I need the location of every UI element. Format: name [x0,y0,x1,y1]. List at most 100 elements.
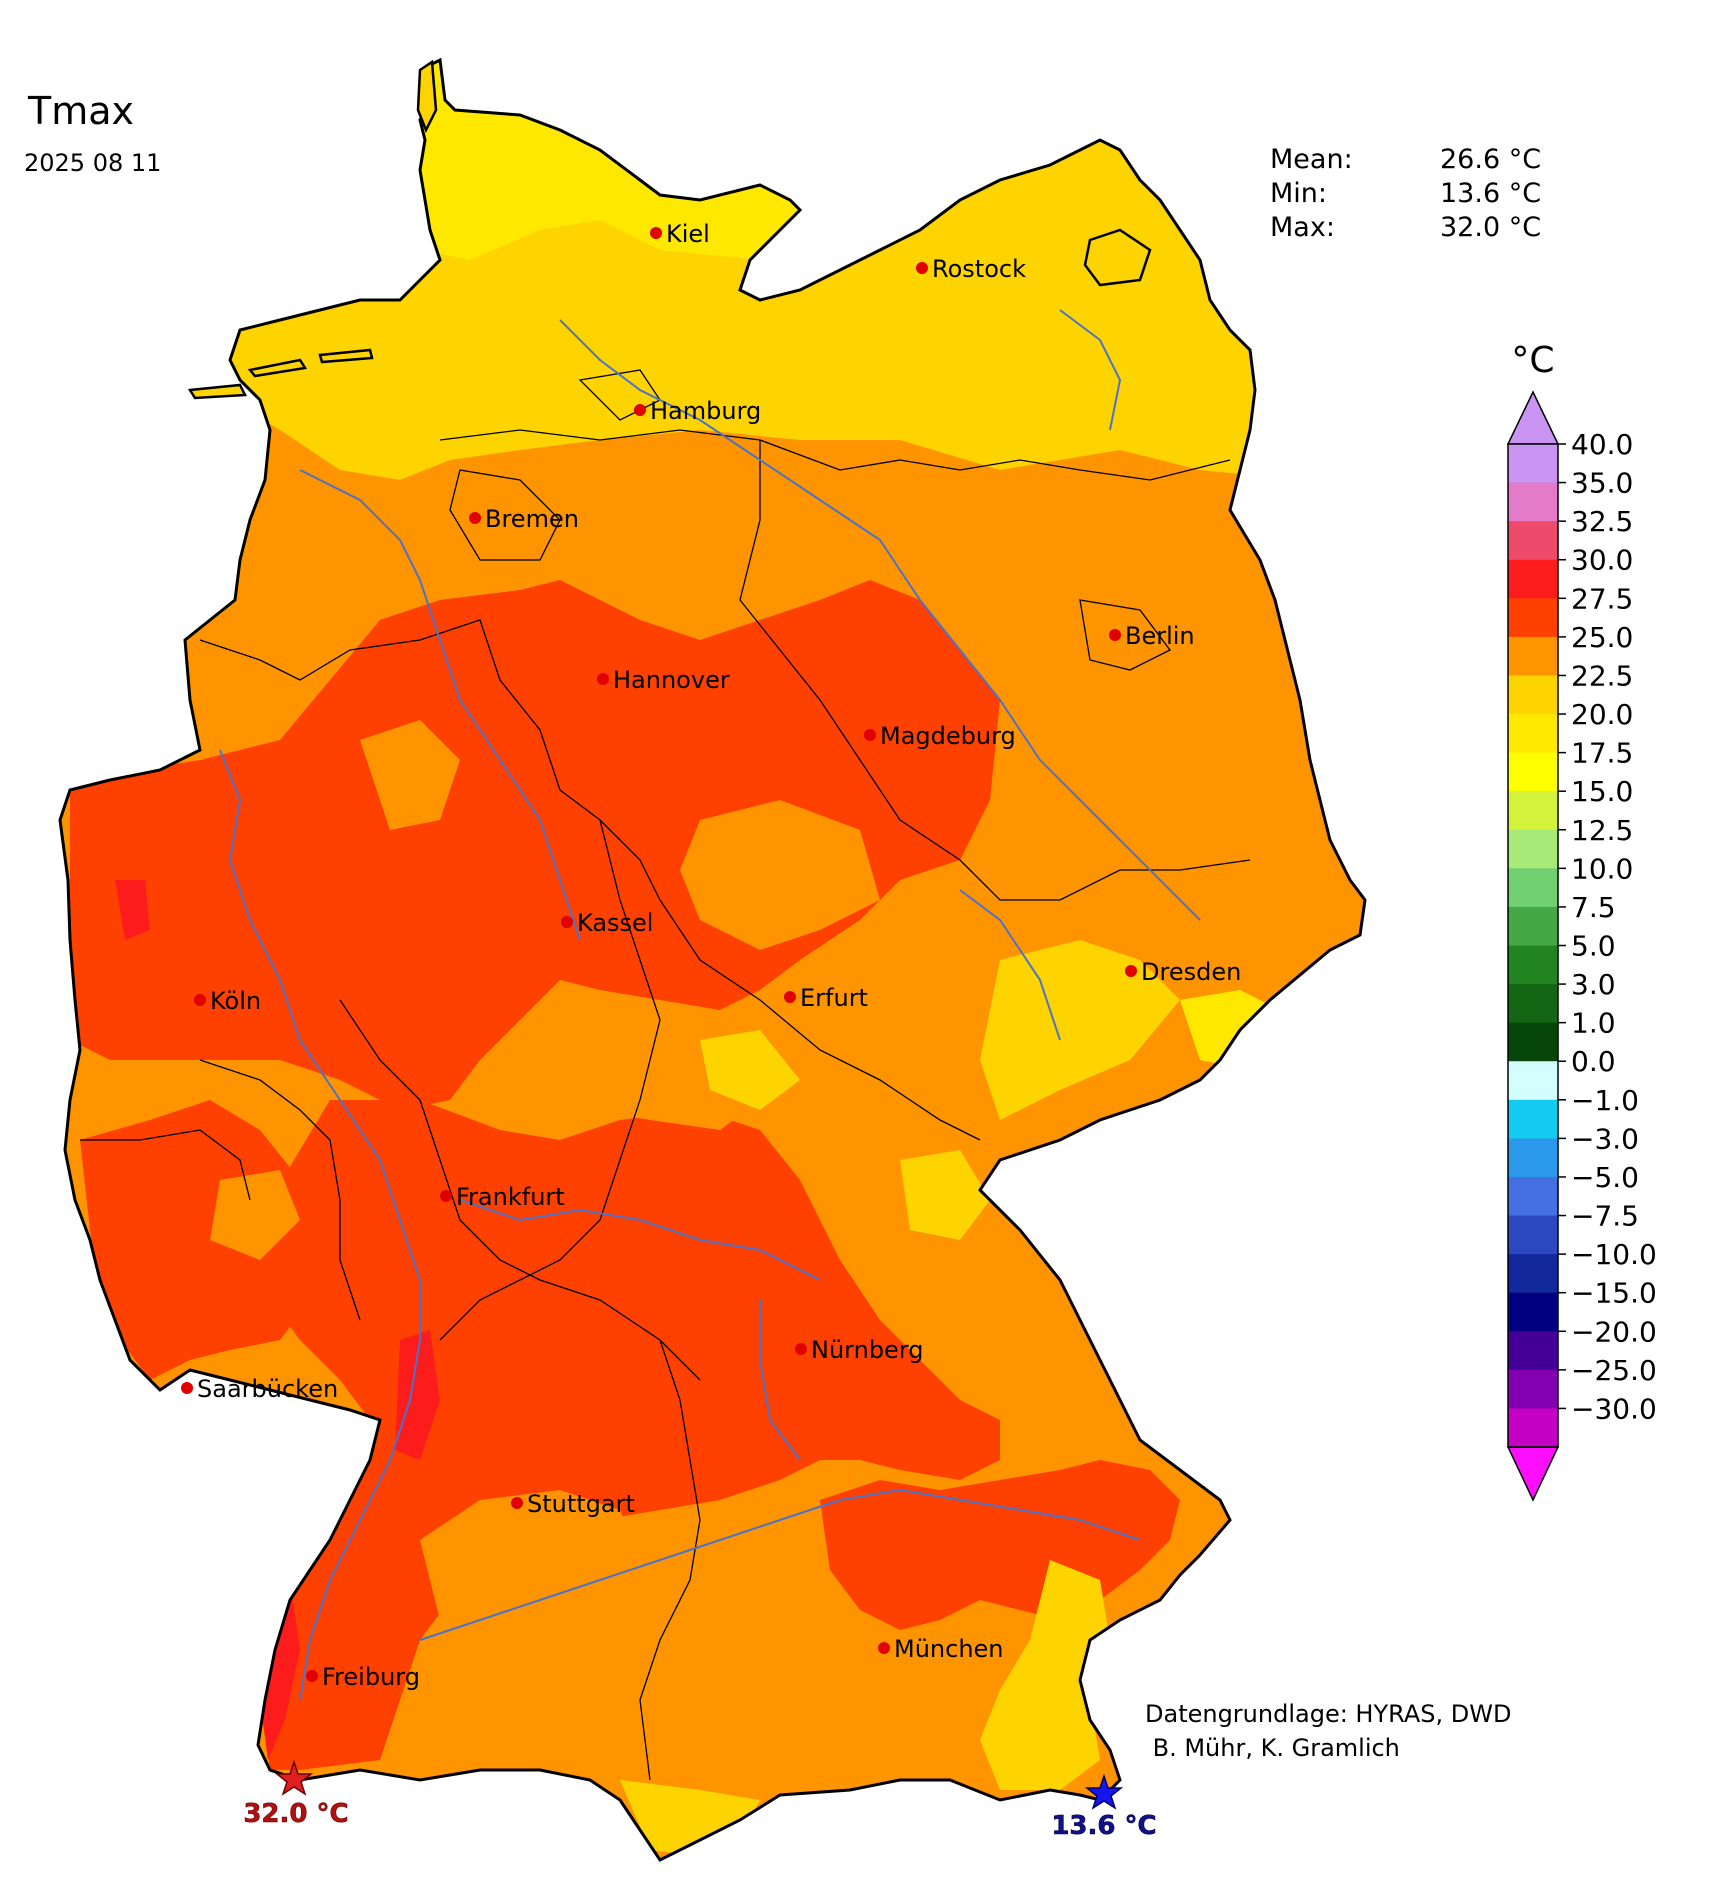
colorbar-bin [1508,1408,1558,1448]
coastal-islands [187,59,1152,400]
colorbar-bin [1508,559,1558,599]
colorbar-bin [1508,1292,1558,1332]
colorbar-bin [1508,1099,1558,1139]
colorbar-bin [1508,829,1558,869]
colorbar-tick-label: −10.0 [1571,1238,1657,1271]
colorbar-tick-label: 1.0 [1571,1007,1616,1040]
city-koeln: Köln [194,987,261,1015]
city-magdeburg: Magdeburg [864,722,1016,750]
svg-text:Kassel: Kassel [577,909,653,937]
colorbar-tick-label: 5.0 [1571,930,1616,963]
colorbar-bin [1508,984,1558,1024]
colorbar-bin [1508,906,1558,946]
svg-text:Hamburg: Hamburg [650,397,761,425]
map-date: 2025 08 11 [24,149,161,177]
colorbar-tick-label: 20.0 [1571,698,1633,731]
colorbar-bin [1508,598,1558,638]
city-markers: Kiel Rostock Hamburg Bremen Berlin Hanno… [181,220,1241,1691]
colorbar-bin [1508,1061,1558,1101]
colorbar-tick-label: −25.0 [1571,1354,1657,1387]
stat-mean-label: Mean: [1270,144,1353,175]
city-bremen: Bremen [469,505,579,533]
city-hannover: Hannover [597,666,730,694]
svg-text:Bremen: Bremen [485,505,579,533]
stat-max-label: Max: [1270,212,1335,243]
colorbar-bin [1508,791,1558,831]
svg-text:Erfurt: Erfurt [800,984,868,1012]
colorbar-tick-label: 7.5 [1571,891,1616,924]
colorbar-bin [1508,752,1558,792]
svg-text:Hannover: Hannover [613,666,730,694]
colorbar-tick-label: −7.5 [1571,1200,1639,1233]
colorbar-bin [1508,868,1558,908]
colorbar-bin [1508,1369,1558,1409]
city-nuernberg: Nürnberg [795,1336,924,1364]
colorbar-tick-label: −15.0 [1571,1277,1657,1310]
colorbar-tick-label: 30.0 [1571,544,1633,577]
city-dresden: Dresden [1125,958,1241,986]
colorbar-bin [1508,521,1558,561]
map-title: Tmax [27,89,134,133]
svg-text:Berlin: Berlin [1125,622,1195,650]
state-borders [80,369,1251,1781]
city-freiburg: Freiburg [306,1663,420,1691]
colorbar-tick-label: −20.0 [1571,1315,1657,1348]
svg-text:Nürnberg: Nürnberg [811,1336,924,1364]
svg-text:München: München [894,1635,1004,1663]
colorbar-bin [1508,444,1558,484]
city-stuttgart: Stuttgart [511,1490,635,1518]
colorbar-tick-label: −1.0 [1571,1084,1639,1117]
colorbar-tick-label: 15.0 [1571,775,1633,808]
colorbar-tick-label: 35.0 [1571,467,1633,500]
colorbar-bin [1508,1331,1558,1371]
stat-mean-value: 26.6 °C [1440,144,1541,175]
svg-text:Rostock: Rostock [932,255,1026,283]
colorbar-tick-label: 27.5 [1571,582,1633,615]
colorbar-tick-label: 10.0 [1571,852,1633,885]
colorbar-tick-label: 25.0 [1571,621,1633,654]
colorbar-bin [1508,675,1558,715]
colorbar-bin [1508,636,1558,676]
colorbar-bin [1508,1138,1558,1178]
colorbar-unit: °C [1511,340,1554,381]
rivers [219,309,1201,1701]
colorbar-tick-label: −30.0 [1571,1392,1657,1425]
svg-text:Dresden: Dresden [1141,958,1241,986]
colorbar-tick-label: 0.0 [1571,1045,1616,1078]
stats-panel: Mean: 26.6 °C Min: 13.6 °C Max: 32.0 °C [1270,144,1541,243]
colorbar-tick-label: 40.0 [1571,428,1633,461]
max-star-icon [274,1759,314,1796]
colorbar-tick-label: 32.5 [1571,505,1633,538]
svg-text:Magdeburg: Magdeburg [880,722,1016,750]
city-frankfurt: Frankfurt [440,1183,565,1211]
colorbar-bin [1508,1215,1558,1255]
colorbar-bottom-extend [1506,1446,1560,1502]
colorbar-bin [1508,1176,1558,1217]
colorbar-bin [1508,714,1558,754]
city-erfurt: Erfurt [784,984,868,1012]
city-hamburg: Hamburg [634,397,761,425]
svg-text:Köln: Köln [210,987,261,1015]
stat-min-value: 13.6 °C [1440,178,1541,209]
svg-text:13.6 °C: 13.6 °C [1051,1811,1156,1841]
svg-text:Freiburg: Freiburg [322,1663,420,1691]
city-berlin: Berlin [1109,622,1195,650]
colorbar-bin [1508,482,1558,522]
city-muenchen: München [878,1635,1004,1663]
colorbar-bin [1508,1022,1558,1062]
svg-text:Kiel: Kiel [666,220,710,248]
colorbar-tick-label: −3.0 [1571,1122,1639,1155]
city-kiel: Kiel [650,220,710,248]
city-kassel: Kassel [561,909,653,937]
svg-text:Frankfurt: Frankfurt [456,1183,565,1211]
min-star-icon [1084,1773,1124,1810]
colorbar-tick-label: 17.5 [1571,737,1633,770]
colorbar-bin [1508,945,1558,985]
stat-max-value: 32.0 °C [1440,212,1541,243]
city-rostock: Rostock [916,255,1026,283]
credits-line-1: Datengrundlage: HYRAS, DWD [1145,1700,1511,1728]
svg-text:Stuttgart: Stuttgart [527,1490,635,1518]
colorbar: °C 40.0 35.0 32.5 30.0 27.5 25.0 22.5 20.0 17.5 1… [1506,340,1657,1502]
